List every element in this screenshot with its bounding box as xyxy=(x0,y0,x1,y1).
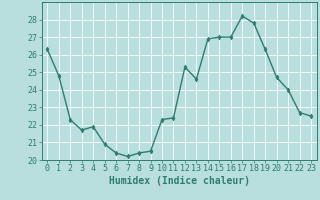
X-axis label: Humidex (Indice chaleur): Humidex (Indice chaleur) xyxy=(109,176,250,186)
